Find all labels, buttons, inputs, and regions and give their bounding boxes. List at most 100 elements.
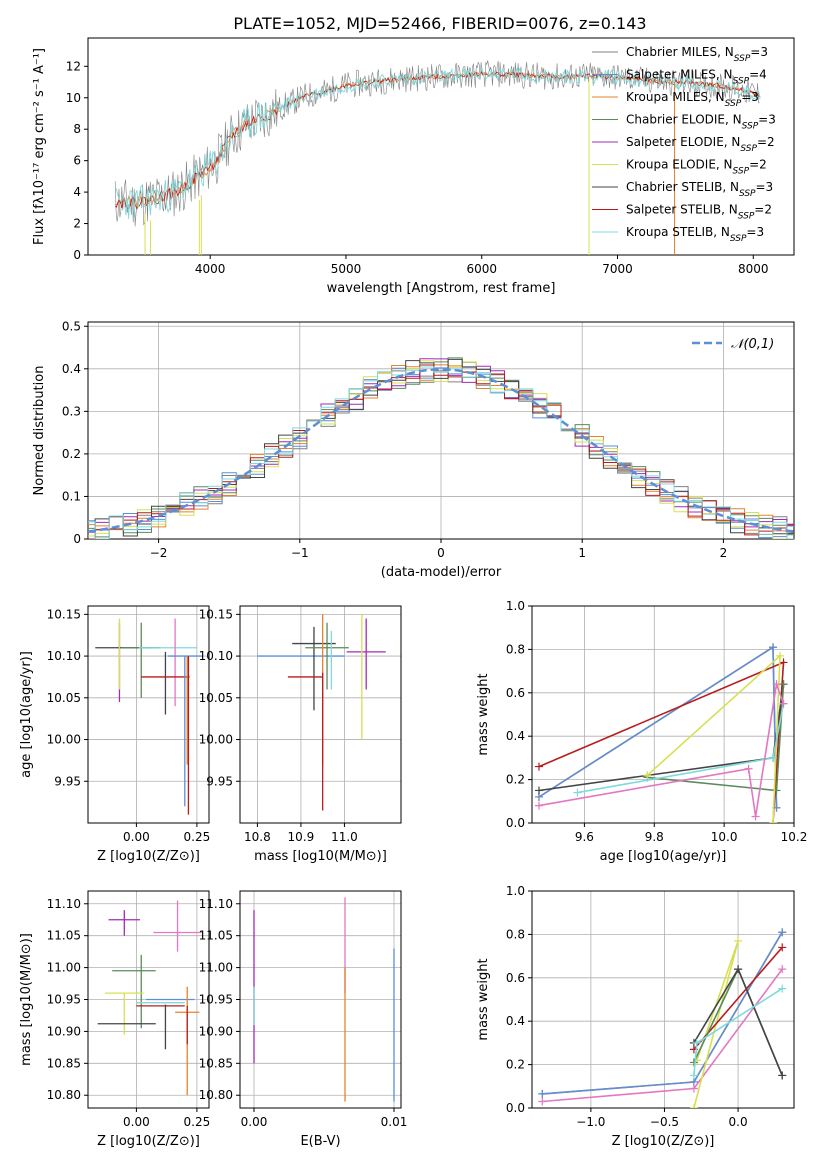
x-tick-label: 0.00	[123, 830, 150, 844]
panel-age-vs-Z: 0.00 0.25 9.95 10.00 10.05 10.10 10.15 Z [log10…	[19, 605, 210, 864]
y-tick-label: 0.4	[506, 1014, 525, 1028]
series-marker	[779, 658, 788, 667]
y-axis-label: mass [log10(M/M⊙)]	[19, 933, 34, 1066]
observed-spectrum-line	[114, 60, 760, 227]
series-marker	[776, 651, 785, 660]
y-tick-label: 0.2	[506, 773, 525, 787]
axes-frame	[531, 605, 795, 824]
y-axis-label: Normed distribution	[32, 366, 47, 496]
panel-mass-weight-vs-Z: −1.0 −0.5 0.0 0.0 0.2 0.4 0.6 0.8 1.0 Z [log10(Z/…	[476, 884, 795, 1149]
series-marker	[734, 965, 743, 974]
legend-entry: Kroupa STELIB, NSSP=3	[626, 225, 764, 244]
series-marker	[534, 786, 543, 795]
y-tick-label: 0.1	[62, 489, 81, 503]
y-tick-label: 0.6	[506, 971, 525, 985]
series-marker	[779, 699, 788, 708]
y-tick-label: 10.05	[199, 691, 233, 705]
y-tick-label: 10.95	[199, 993, 233, 1007]
legend-entry: Salpeter ELODIE, NSSP=2	[626, 135, 775, 154]
axes-frame	[531, 890, 795, 1109]
y-axis-label: mass weight	[476, 958, 491, 1040]
legend-entry: Kroupa MILES, NSSP=3	[626, 90, 759, 109]
y-tick-label: 0.0	[506, 816, 525, 830]
y-axis-label: Flux [fλ10⁻¹⁷ erg cm⁻² s⁻¹ A⁻¹]	[32, 48, 47, 245]
x-tick-label: 6000	[466, 262, 497, 276]
y-tick-label: 9.95	[54, 774, 81, 788]
y-tick-label: 10.90	[199, 1024, 233, 1038]
error-bar-point	[104, 992, 144, 1035]
x-axis-label: age [log10(age/yr)]	[600, 849, 727, 864]
y-tick-label: 10.95	[47, 993, 81, 1007]
plot-area	[538, 928, 787, 1108]
series-marker	[689, 1058, 698, 1067]
x-tick-label: 10.2	[781, 830, 808, 844]
series-marker	[779, 680, 788, 689]
y-tick-label: 11.05	[47, 929, 81, 943]
x-tick-label: 1	[578, 546, 586, 560]
panel-mass-vs-EBV: 0.00 0.01 10.80 10.85 10.90 10.95 11.00 11.05 11…	[199, 890, 407, 1149]
plot-area	[534, 643, 788, 823]
legend-entry: Kroupa ELODIE, NSSP=2	[626, 158, 767, 177]
series-marker	[744, 764, 753, 773]
error-bar-point	[346, 618, 386, 690]
series-line	[646, 654, 781, 823]
plot-area	[97, 900, 202, 1096]
gridlines	[88, 606, 209, 823]
y-tick-label: 0.2	[506, 1058, 525, 1072]
gridlines	[240, 891, 401, 1108]
mass-weight-series	[538, 965, 787, 1106]
y-tick-label: 10.00	[47, 733, 81, 747]
x-tick-label: −1.0	[576, 1115, 605, 1129]
y-tick-label: 10.10	[47, 649, 81, 663]
y-tick-label: 8	[73, 122, 81, 136]
normal-distribution-curve	[88, 368, 794, 533]
legend-entry: Chabrier ELODIE, NSSP=3	[626, 113, 776, 132]
x-axis-label: Z [log10(Z/Z⊙)]	[97, 849, 200, 864]
series-line	[538, 683, 785, 792]
series-marker	[751, 812, 760, 821]
series-marker	[689, 1071, 698, 1080]
y-tick-label: 1.0	[506, 599, 525, 613]
plot-area	[253, 897, 395, 1102]
axes-frame	[87, 890, 210, 1109]
error-bar-point	[153, 900, 202, 952]
y-tick-label: 1.0	[506, 884, 525, 898]
y-tick-label: 12	[66, 59, 81, 73]
axes-frame	[87, 37, 795, 256]
series-marker	[538, 1097, 547, 1106]
series-marker	[573, 788, 582, 797]
series-line	[542, 931, 783, 1095]
mass-weight-series	[573, 699, 788, 797]
gridlines	[532, 890, 794, 1109]
series-line	[538, 645, 778, 808]
series-marker	[643, 771, 652, 780]
series-marker	[778, 984, 787, 993]
y-tick-label: 2	[73, 217, 81, 231]
series-marker	[769, 753, 778, 762]
error-bar-point	[108, 910, 141, 936]
plot-area	[95, 618, 202, 815]
error-bar-point	[305, 622, 349, 690]
y-tick-label: 10.80	[47, 1088, 81, 1102]
axes-frame	[239, 890, 402, 1109]
y-tick-label: 11.05	[199, 929, 233, 943]
y-axis-label: mass weight	[476, 673, 491, 755]
plot-area	[257, 614, 386, 811]
series-marker	[689, 1104, 698, 1108]
y-tick-label: 11.10	[199, 897, 233, 911]
y-tick-label: 0	[73, 532, 81, 546]
legend-entry: Chabrier MILES, NSSP=3	[626, 45, 768, 64]
x-axis-label: Z [log10(Z/Z⊙)]	[97, 1134, 200, 1149]
y-tick-label: 4	[73, 185, 81, 199]
panel-mass-vs-Z: 0.00 0.25 10.80 10.85 10.90 10.95 11.00 11.05 11…	[19, 890, 210, 1149]
x-tick-label: 10.9	[288, 830, 315, 844]
x-tick-label: 11.0	[331, 830, 358, 844]
y-tick-label: 10.85	[199, 1056, 233, 1070]
gridlines	[88, 891, 209, 1108]
series-marker	[538, 1089, 547, 1098]
x-tick-label: −2	[150, 546, 168, 560]
y-tick-label: 0.0	[506, 1101, 525, 1115]
series-marker	[734, 936, 743, 945]
histogram-series	[88, 364, 794, 539]
x-tick-label: 0.00	[123, 1115, 150, 1129]
